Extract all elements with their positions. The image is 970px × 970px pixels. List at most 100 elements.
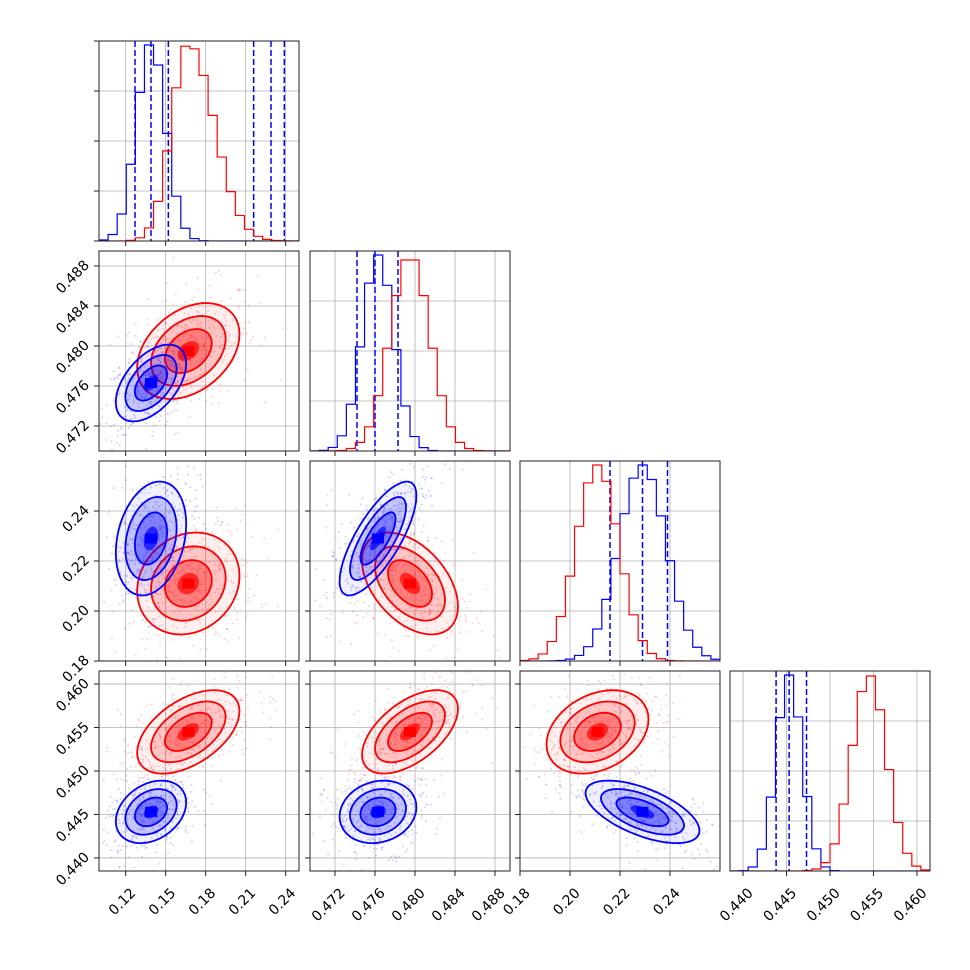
scatter-point [628,728,631,731]
scatter-point [407,785,410,788]
scatter-point [125,334,128,337]
scatter-point [350,596,353,599]
scatter-point [215,699,218,702]
scatter-point [411,814,414,817]
scatter-point [211,531,214,534]
scatter-point [227,553,230,556]
scatter-point [246,572,249,575]
scatter-point [141,844,144,847]
scatter-point [449,628,452,631]
scatter-point [174,433,177,436]
scatter-point [154,521,157,524]
scatter-point [158,615,161,618]
scatter-point [162,486,165,489]
density-peak [372,806,384,817]
scatter-point [421,717,424,720]
scatter-point [628,793,631,796]
scatter-point [195,633,198,636]
scatter-point [566,764,569,767]
scatter-point [201,485,204,488]
scatter-point [578,732,581,735]
scatter-point [195,527,198,530]
scatter-point [151,769,154,772]
scatter-point [158,733,161,736]
scatter-point [393,504,396,507]
scatter-point [365,806,368,809]
scatter-point [173,611,176,614]
scatter-point [566,695,569,698]
scatter-point [196,569,199,572]
scatter-point [120,848,123,851]
scatter-point [163,512,166,515]
scatter-point [143,507,146,510]
scatter-point [348,786,351,789]
scatter-point [589,794,592,797]
scatter-point [619,766,622,769]
scatter-point [432,779,435,782]
scatter-point [244,504,247,507]
scatter-point [154,400,157,403]
scatter-point [206,570,209,573]
scatter-point [138,562,141,565]
scatter-point [330,612,333,615]
scatter-point [578,748,581,751]
scatter-point [186,465,189,468]
scatter-point [128,538,131,541]
scatter-point [248,601,251,604]
scatter-point [607,749,610,752]
scatter-point [616,796,619,799]
scatter-point [174,578,177,581]
scatter-point [349,601,352,604]
scatter-point [361,789,364,792]
scatter-point [356,820,359,823]
scatter-point [562,758,565,761]
scatter-point [421,792,424,795]
scatter-point [221,521,224,524]
scatter-point [582,805,585,808]
scatter-point [182,569,185,572]
scatter-point [122,809,125,812]
scatter-point [179,793,182,796]
scatter-point [435,629,438,632]
scatter-point [155,586,158,589]
scatter-point [241,748,244,751]
scatter-point [454,562,457,565]
scatter-point [146,372,149,375]
scatter-point [471,622,474,625]
scatter-point [401,728,404,731]
scatter-point [164,491,167,494]
scatter-point [139,396,142,399]
scatter-point [211,711,214,714]
scatter-point [602,740,605,743]
scatter-point [158,405,161,408]
scatter-point [202,341,205,344]
scatter-point [141,760,144,763]
scatter-point [385,562,388,565]
scatter-point [166,420,169,423]
scatter-point [377,751,380,754]
scatter-point [203,523,206,526]
scatter-point [699,820,702,823]
scatter-point [329,751,332,754]
scatter-point [135,815,138,818]
scatter-point [433,596,436,599]
scatter-point [170,360,173,363]
scatter-point [172,785,175,788]
scatter-point [569,745,572,748]
scatter-point [404,831,407,834]
scatter-point [393,735,396,738]
scatter-point [175,817,178,820]
scatter-point [129,553,132,556]
scatter-point [120,778,123,781]
scatter-point [616,711,619,714]
scatter-point [427,709,430,712]
scatter-point [420,530,423,533]
scatter-point [389,568,392,571]
scatter-point [608,824,611,827]
scatter-point [131,755,134,758]
scatter-point [194,615,197,618]
scatter-point [366,784,369,787]
scatter-point [625,801,628,804]
scatter-point [398,577,401,580]
scatter-point [159,527,162,530]
